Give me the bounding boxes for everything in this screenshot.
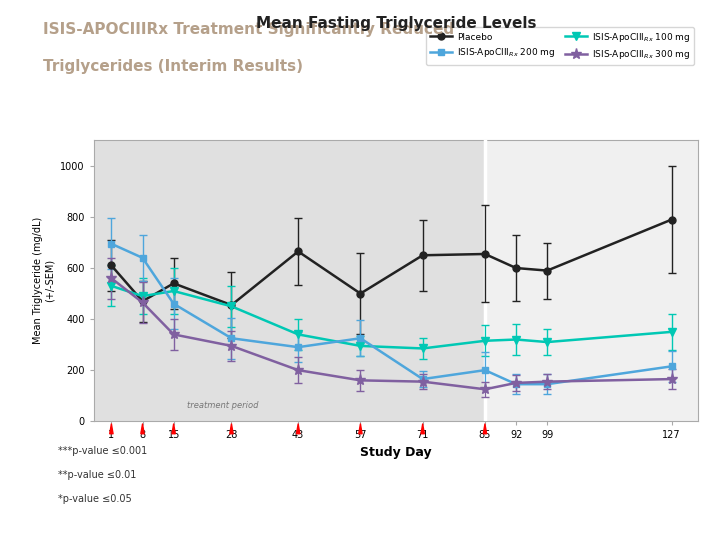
Text: **p-value ≤0.01: **p-value ≤0.01 bbox=[58, 470, 136, 480]
Y-axis label: Mean Triglyceride (mg/dL)
(+/-SEM): Mean Triglyceride (mg/dL) (+/-SEM) bbox=[33, 217, 55, 345]
Legend: Placebo, ISIS-ApoCIII$_{Rx}$ 200 mg, ISIS-ApoCIII$_{Rx}$ 100 mg, ISIS-ApoCIII$_{: Placebo, ISIS-ApoCIII$_{Rx}$ 200 mg, ISI… bbox=[426, 27, 694, 65]
Text: ISIS-APOCIIIRx Treatment Significantly Reduced: ISIS-APOCIIIRx Treatment Significantly R… bbox=[43, 22, 454, 37]
Text: ***p-value ≤0.001: ***p-value ≤0.001 bbox=[58, 446, 147, 456]
Text: treatment period: treatment period bbox=[187, 401, 258, 410]
Text: Triglycerides (Interim Results): Triglycerides (Interim Results) bbox=[43, 59, 303, 75]
Bar bbox=[485, 140, 698, 421]
Text: *p-value ≤0.05: *p-value ≤0.05 bbox=[58, 494, 131, 504]
Text: Mean Fasting Triglyceride Levels: Mean Fasting Triglyceride Levels bbox=[256, 16, 536, 31]
Text: 12: 12 bbox=[13, 119, 29, 129]
X-axis label: Study Day: Study Day bbox=[360, 446, 432, 459]
